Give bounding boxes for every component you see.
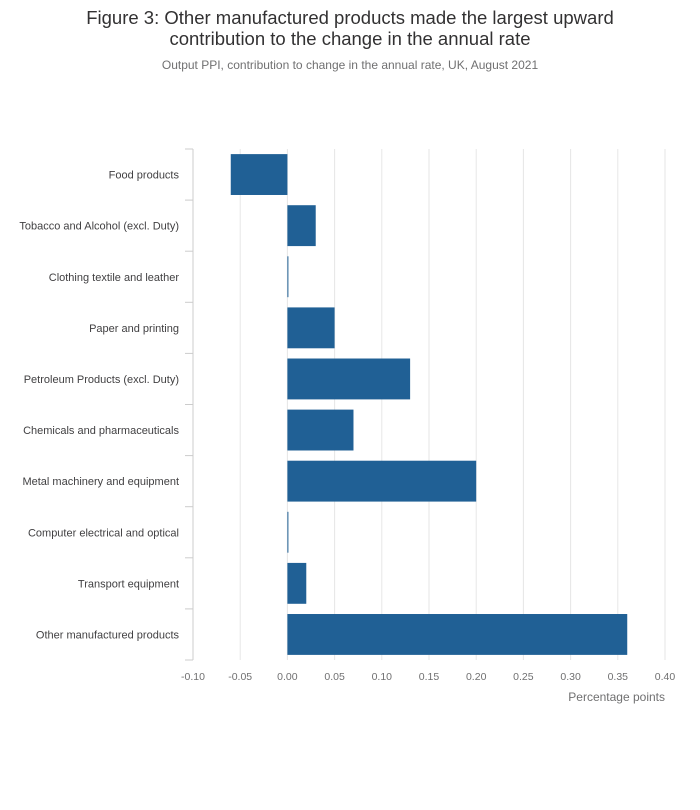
bar <box>287 614 628 655</box>
bar <box>287 205 316 247</box>
x-tick-label: 0.10 <box>372 671 393 683</box>
bar <box>230 154 288 195</box>
x-tick-label: 0.35 <box>608 671 629 683</box>
x-tick-label: 0.15 <box>419 671 440 683</box>
x-tick-label: 0.40 <box>655 671 676 683</box>
bar <box>287 307 335 349</box>
chart-title-line-1: Figure 3: Other manufactured products ma… <box>86 7 614 28</box>
category-label: Metal machinery and equipment <box>22 476 179 488</box>
chart-title-line-2: contribution to the change in the annual… <box>169 28 531 49</box>
category-label: Other manufactured products <box>36 629 180 641</box>
x-tick-label: 0.30 <box>560 671 581 683</box>
x-tick-label: -0.10 <box>181 671 205 683</box>
bar <box>287 511 289 553</box>
category-label: Computer electrical and optical <box>28 527 179 539</box>
category-label: Paper and printing <box>89 323 179 335</box>
bar <box>287 562 307 604</box>
chart-title: Figure 3: Other manufactured products ma… <box>0 7 700 49</box>
x-tick-label: -0.05 <box>228 671 252 683</box>
bars <box>230 154 628 655</box>
gridlines <box>239 149 666 660</box>
category-label: Tobacco and Alcohol (excl. Duty) <box>19 221 179 233</box>
x-axis-title: Percentage points <box>568 690 665 704</box>
category-label: Chemicals and pharmaceuticals <box>23 425 179 437</box>
x-tick-label: 0.00 <box>277 671 298 683</box>
category-label: Food products <box>109 170 180 182</box>
bar <box>287 256 289 298</box>
chart-subtitle: Output PPI, contribution to change in th… <box>161 58 539 72</box>
category-label: Clothing textile and leather <box>49 272 180 284</box>
category-label: Transport equipment <box>78 578 179 590</box>
bar <box>287 460 477 502</box>
category-label: Petroleum Products (excl. Duty) <box>24 374 179 386</box>
bar <box>287 358 411 400</box>
x-tick-label: 0.05 <box>324 671 345 683</box>
axes: -0.10 -0.05 0.00 0.05 0.10 0.15 0.20 0.25 0.30 0.… <box>19 148 676 683</box>
x-tick-label: 0.20 <box>466 671 487 683</box>
bar <box>287 409 354 451</box>
x-tick-label: 0.25 <box>513 671 534 683</box>
